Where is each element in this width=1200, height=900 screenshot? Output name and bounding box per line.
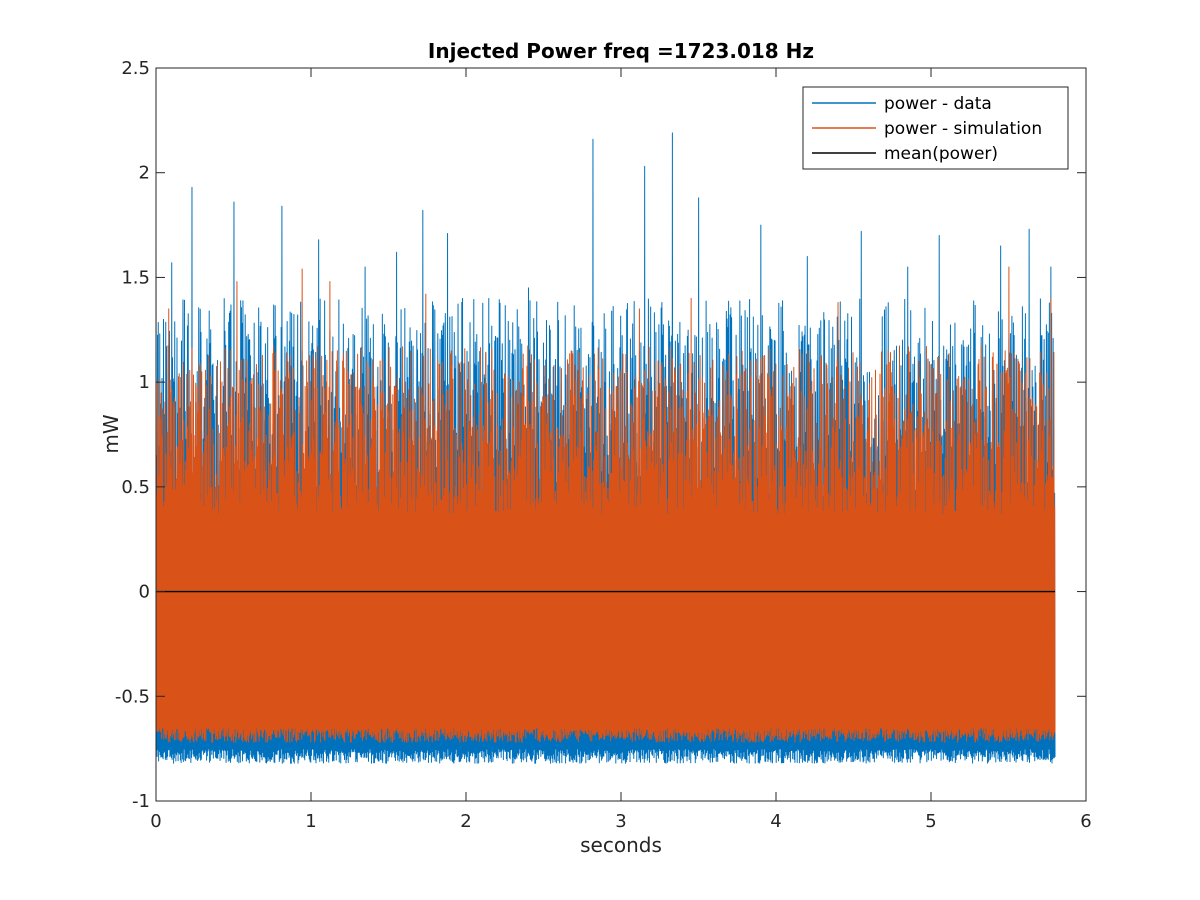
- x-tick-label: 4: [770, 811, 781, 832]
- x-tick-label: 3: [615, 811, 626, 832]
- legend-label: mean(power): [884, 144, 998, 164]
- x-tick-label: 1: [305, 811, 316, 832]
- legend: power - data power - simulation mean(power…: [802, 86, 1069, 170]
- y-tick-label: 1: [139, 372, 150, 393]
- y-tick-label: 2.5: [121, 58, 150, 79]
- x-tick-label: 0: [150, 811, 161, 832]
- chart-title: Injected Power freq =1723.018 Hz: [428, 39, 814, 63]
- y-tick-label: 0: [139, 582, 150, 603]
- y-tick-label: -0.5: [115, 686, 150, 707]
- x-tick-label: 5: [925, 811, 936, 832]
- y-tick-label: 0.5: [121, 477, 150, 498]
- y-tick-label: -1: [132, 791, 150, 812]
- x-axis-title: seconds: [580, 833, 662, 857]
- x-tick-label: 6: [1080, 811, 1091, 832]
- x-tick-label: 2: [460, 811, 471, 832]
- y-tick-label: 2: [139, 163, 150, 184]
- y-axis-title: mW: [99, 414, 123, 453]
- legend-label: power - simulation: [884, 119, 1042, 139]
- series-layer: [155, 132, 1056, 764]
- y-tick-label: 1.5: [121, 267, 150, 288]
- legend-label: power - data: [884, 94, 992, 114]
- series-line-power-simulation: [155, 266, 1056, 743]
- ticks-layer: 0 1 2 3 4 5 6 -1 -0.5 0 0.5 1 1.5 2 2.5: [115, 58, 1092, 832]
